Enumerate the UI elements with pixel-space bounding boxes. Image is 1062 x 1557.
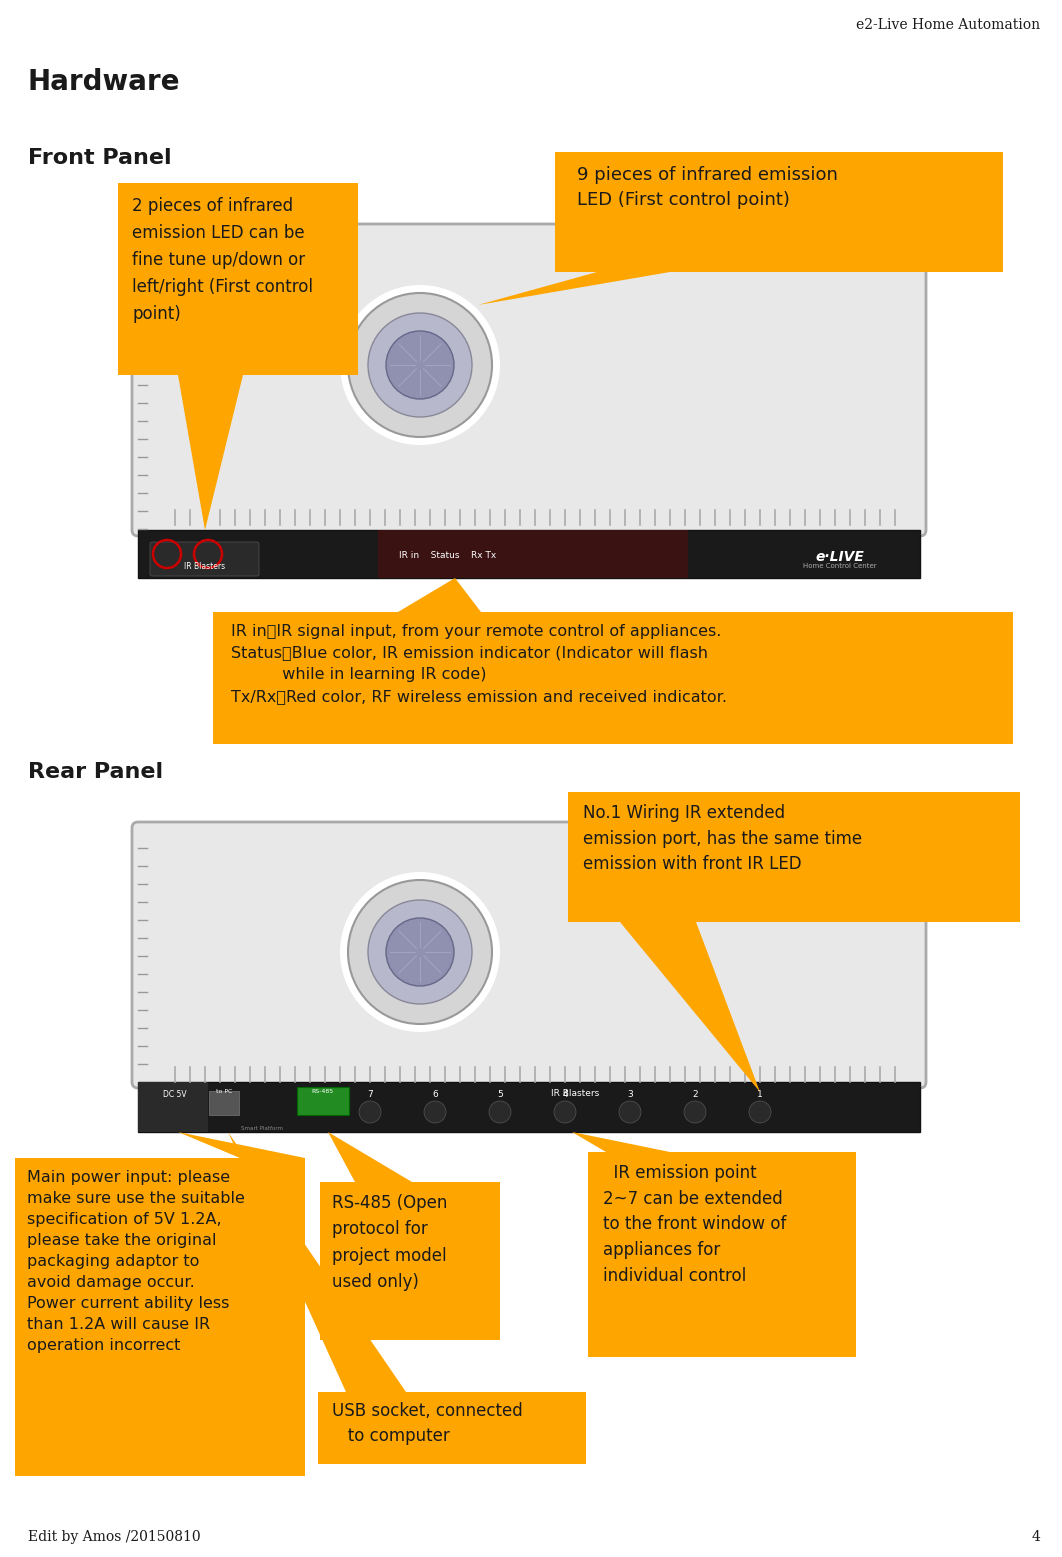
Circle shape (619, 1101, 641, 1123)
FancyBboxPatch shape (150, 542, 259, 576)
Text: 4: 4 (562, 1090, 568, 1099)
Circle shape (424, 1101, 446, 1123)
Polygon shape (620, 922, 760, 1091)
FancyBboxPatch shape (138, 1082, 920, 1132)
Text: RS-485 (Open
protocol for
project model
used only): RS-485 (Open protocol for project model … (332, 1194, 447, 1291)
Circle shape (359, 1101, 381, 1123)
Text: IR Blasters: IR Blasters (551, 1088, 599, 1098)
Text: IR Blasters: IR Blasters (185, 562, 225, 571)
Circle shape (684, 1101, 706, 1123)
Text: Hardware: Hardware (28, 69, 181, 97)
Circle shape (386, 919, 453, 986)
Text: Home Control Center: Home Control Center (803, 564, 877, 568)
FancyBboxPatch shape (118, 184, 358, 375)
Circle shape (369, 900, 472, 1004)
Text: IR in：IR signal input, from your remote control of appliances.
Status：Blue color: IR in：IR signal input, from your remote … (232, 624, 727, 704)
Text: DC 5V: DC 5V (164, 1090, 187, 1099)
Text: 6: 6 (432, 1090, 438, 1099)
Text: 9 pieces of infrared emission
LED (First control point): 9 pieces of infrared emission LED (First… (577, 167, 838, 209)
FancyBboxPatch shape (378, 529, 688, 578)
Text: Smart Platform: Smart Platform (241, 1126, 282, 1130)
FancyBboxPatch shape (138, 1082, 208, 1132)
Circle shape (157, 543, 177, 564)
Text: IR emission point
2~7 can be extended
to the front window of
appliances for
indi: IR emission point 2~7 can be extended to… (603, 1165, 786, 1285)
Circle shape (749, 1101, 771, 1123)
FancyBboxPatch shape (320, 1182, 500, 1341)
FancyBboxPatch shape (209, 1091, 239, 1115)
Circle shape (348, 880, 492, 1025)
Text: RS-485: RS-485 (311, 1088, 333, 1095)
FancyBboxPatch shape (213, 612, 1013, 744)
FancyBboxPatch shape (138, 529, 920, 578)
Text: 2: 2 (692, 1090, 698, 1099)
Circle shape (386, 332, 453, 399)
Text: No.1 Wiring IR extended
emission port, has the same time
emission with front IR : No.1 Wiring IR extended emission port, h… (583, 803, 862, 873)
FancyBboxPatch shape (297, 1087, 349, 1115)
FancyBboxPatch shape (132, 224, 926, 536)
Text: Main power input: please
make sure use the suitable
specification of 5V 1.2A,
pl: Main power input: please make sure use t… (27, 1169, 245, 1353)
Polygon shape (178, 375, 243, 529)
Text: to PC: to PC (216, 1088, 233, 1095)
FancyBboxPatch shape (132, 822, 926, 1088)
FancyBboxPatch shape (588, 1152, 856, 1358)
FancyBboxPatch shape (568, 793, 1020, 922)
Circle shape (198, 543, 218, 564)
Text: IR in    Status    Rx Tx: IR in Status Rx Tx (399, 551, 497, 561)
Text: Front Panel: Front Panel (28, 148, 172, 168)
Text: USB socket, connected
   to computer: USB socket, connected to computer (332, 1401, 523, 1445)
Text: e2-Live Home Automation: e2-Live Home Automation (856, 19, 1040, 33)
Polygon shape (178, 1132, 305, 1158)
Circle shape (340, 285, 500, 445)
Polygon shape (228, 1132, 406, 1392)
Circle shape (369, 313, 472, 417)
Polygon shape (572, 1132, 670, 1152)
Circle shape (348, 293, 492, 438)
Text: 4: 4 (1031, 1531, 1040, 1545)
Circle shape (489, 1101, 511, 1123)
Polygon shape (398, 578, 481, 612)
FancyBboxPatch shape (555, 153, 1003, 272)
Text: 1: 1 (757, 1090, 763, 1099)
Text: 7: 7 (367, 1090, 373, 1099)
Text: 5: 5 (497, 1090, 503, 1099)
Text: Rear Panel: Rear Panel (28, 761, 164, 782)
Circle shape (554, 1101, 576, 1123)
Circle shape (340, 872, 500, 1032)
FancyBboxPatch shape (318, 1392, 586, 1464)
FancyBboxPatch shape (15, 1158, 305, 1476)
Text: Edit by Amos /20150810: Edit by Amos /20150810 (28, 1531, 201, 1545)
Polygon shape (478, 272, 670, 305)
Polygon shape (328, 1132, 412, 1182)
Text: 3: 3 (628, 1090, 633, 1099)
Text: 2 pieces of infrared
emission LED can be
fine tune up/down or
left/right (First : 2 pieces of infrared emission LED can be… (132, 198, 313, 324)
Text: e·LIVE: e·LIVE (816, 550, 864, 564)
